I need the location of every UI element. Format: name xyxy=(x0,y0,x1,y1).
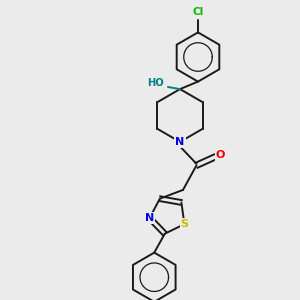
Text: S: S xyxy=(180,219,188,229)
Text: HO: HO xyxy=(148,78,164,88)
Text: O: O xyxy=(216,150,225,161)
Text: N: N xyxy=(176,137,184,147)
Text: Cl: Cl xyxy=(192,7,204,17)
Text: N: N xyxy=(145,213,154,223)
